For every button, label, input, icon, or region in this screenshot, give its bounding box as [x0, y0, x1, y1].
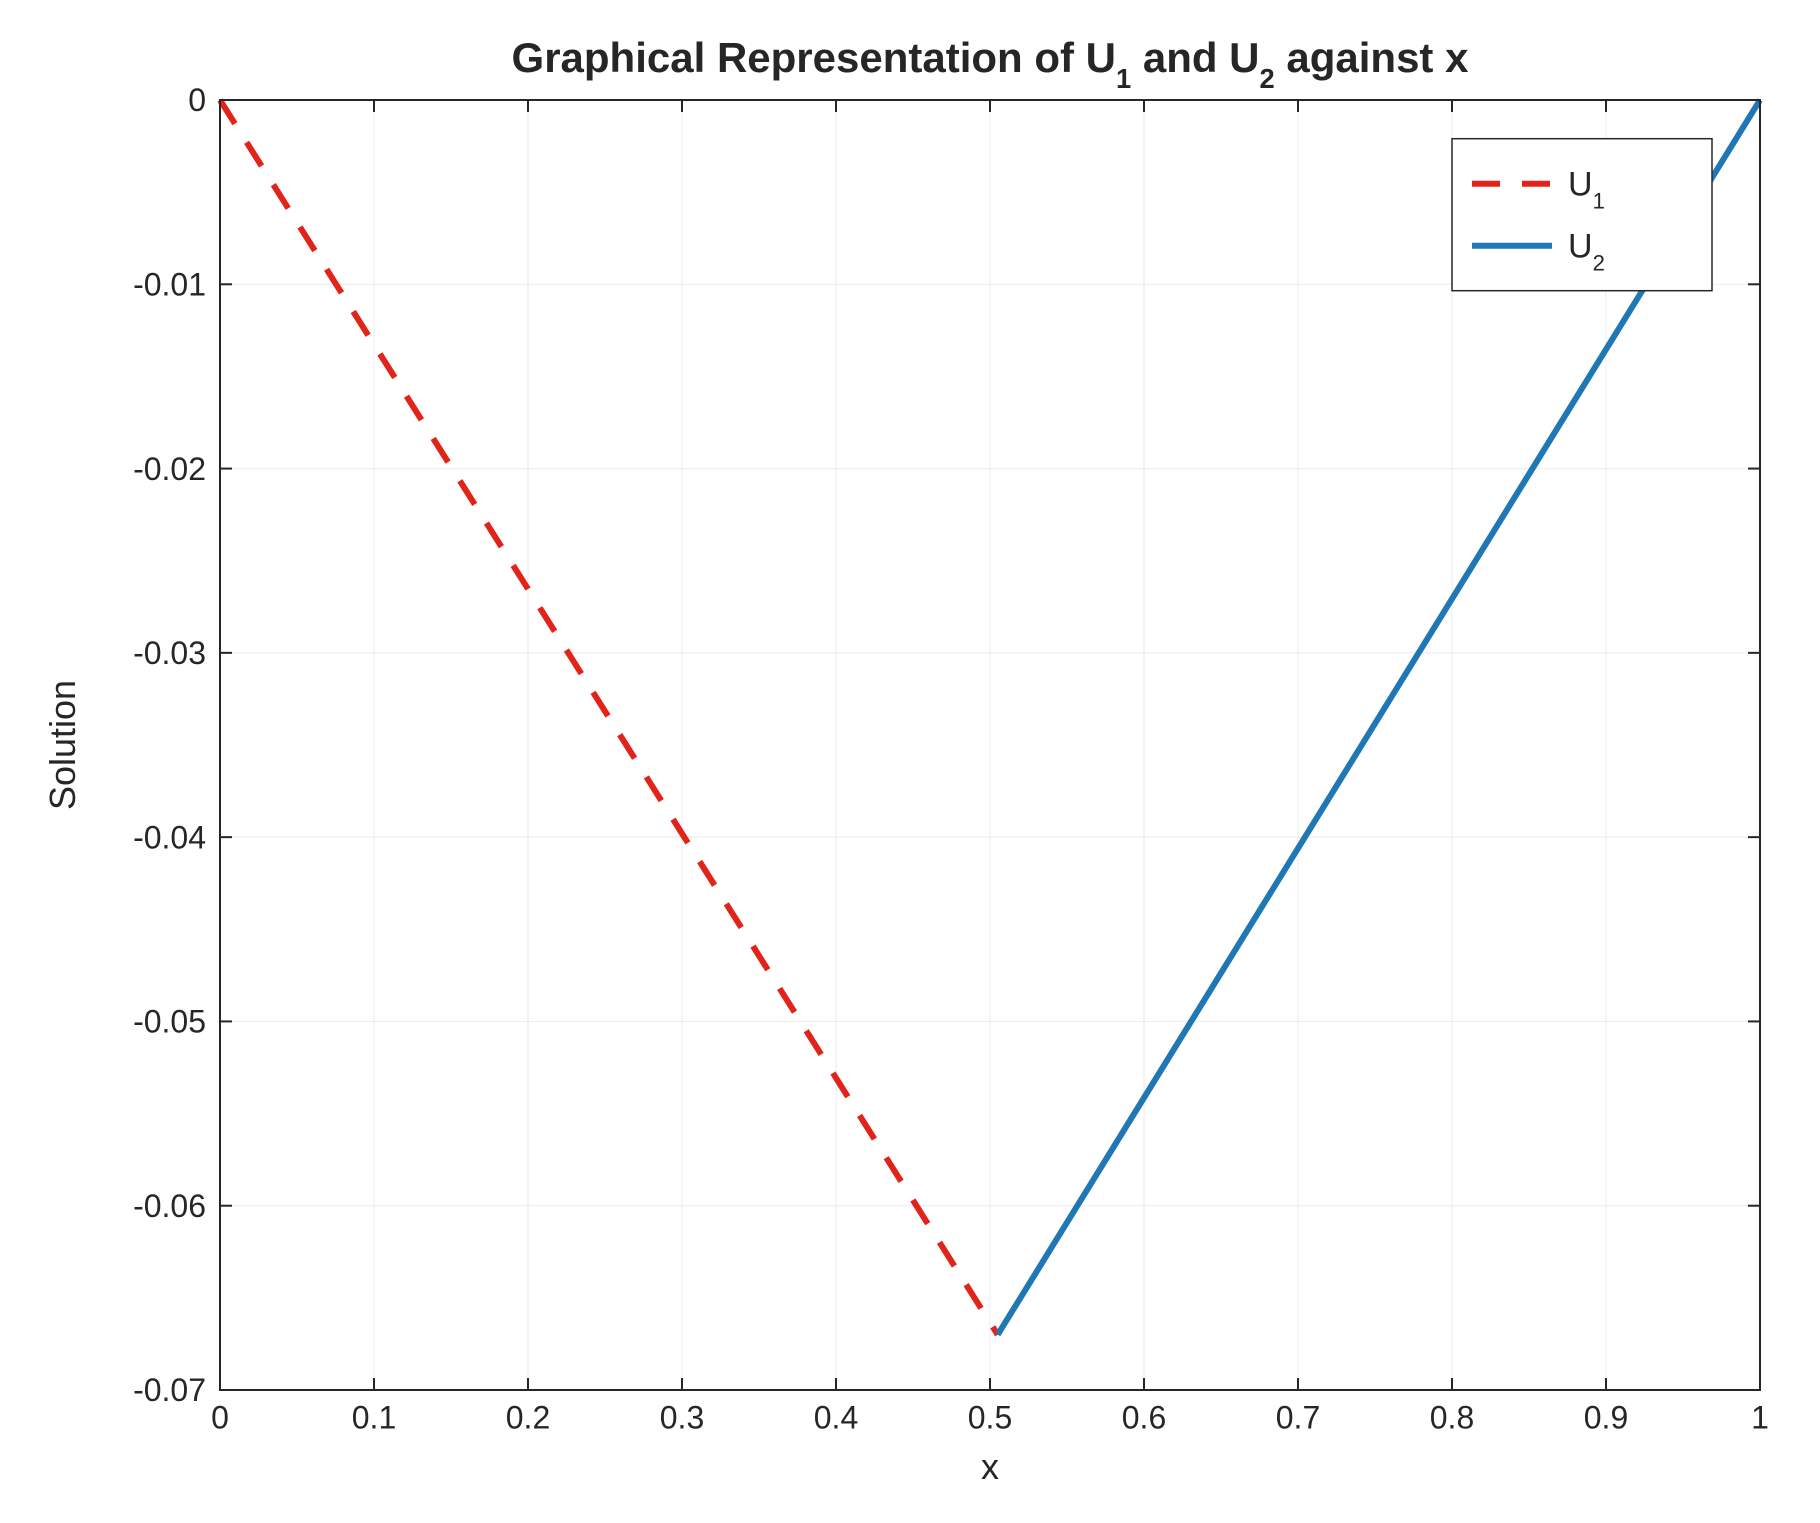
svg-text:-0.03: -0.03 — [133, 635, 206, 671]
chart-svg: 0 0.1 0.2 0.3 0.4 0.5 0.6 0.7 0.8 0.9 1 -0.07 -0.06 -… — [0, 0, 1820, 1523]
chart-container: 0 0.1 0.2 0.3 0.4 0.5 0.6 0.7 0.8 0.9 1 -0.07 -0.06 -… — [0, 0, 1820, 1523]
svg-text:0.8: 0.8 — [1430, 1399, 1474, 1435]
svg-text:1: 1 — [1751, 1399, 1769, 1435]
svg-text:0.9: 0.9 — [1584, 1399, 1628, 1435]
svg-text:0.7: 0.7 — [1276, 1399, 1320, 1435]
svg-text:0.6: 0.6 — [1122, 1399, 1166, 1435]
svg-text:0.4: 0.4 — [814, 1399, 858, 1435]
legend: U1U2 — [1452, 139, 1712, 291]
svg-text:0: 0 — [188, 82, 206, 118]
svg-text:0.1: 0.1 — [352, 1399, 396, 1435]
svg-text:-0.02: -0.02 — [133, 451, 206, 487]
svg-text:x: x — [981, 1446, 999, 1487]
svg-text:0.5: 0.5 — [968, 1399, 1012, 1435]
svg-text:-0.07: -0.07 — [133, 1372, 206, 1408]
y-axis-label: Solution — [42, 680, 83, 810]
svg-text:-0.04: -0.04 — [133, 819, 206, 855]
svg-text:-0.01: -0.01 — [133, 266, 206, 302]
svg-text:0.2: 0.2 — [506, 1399, 550, 1435]
svg-text:0: 0 — [211, 1399, 229, 1435]
svg-text:0.3: 0.3 — [660, 1399, 704, 1435]
svg-text:-0.06: -0.06 — [133, 1188, 206, 1224]
svg-text:-0.05: -0.05 — [133, 1004, 206, 1040]
